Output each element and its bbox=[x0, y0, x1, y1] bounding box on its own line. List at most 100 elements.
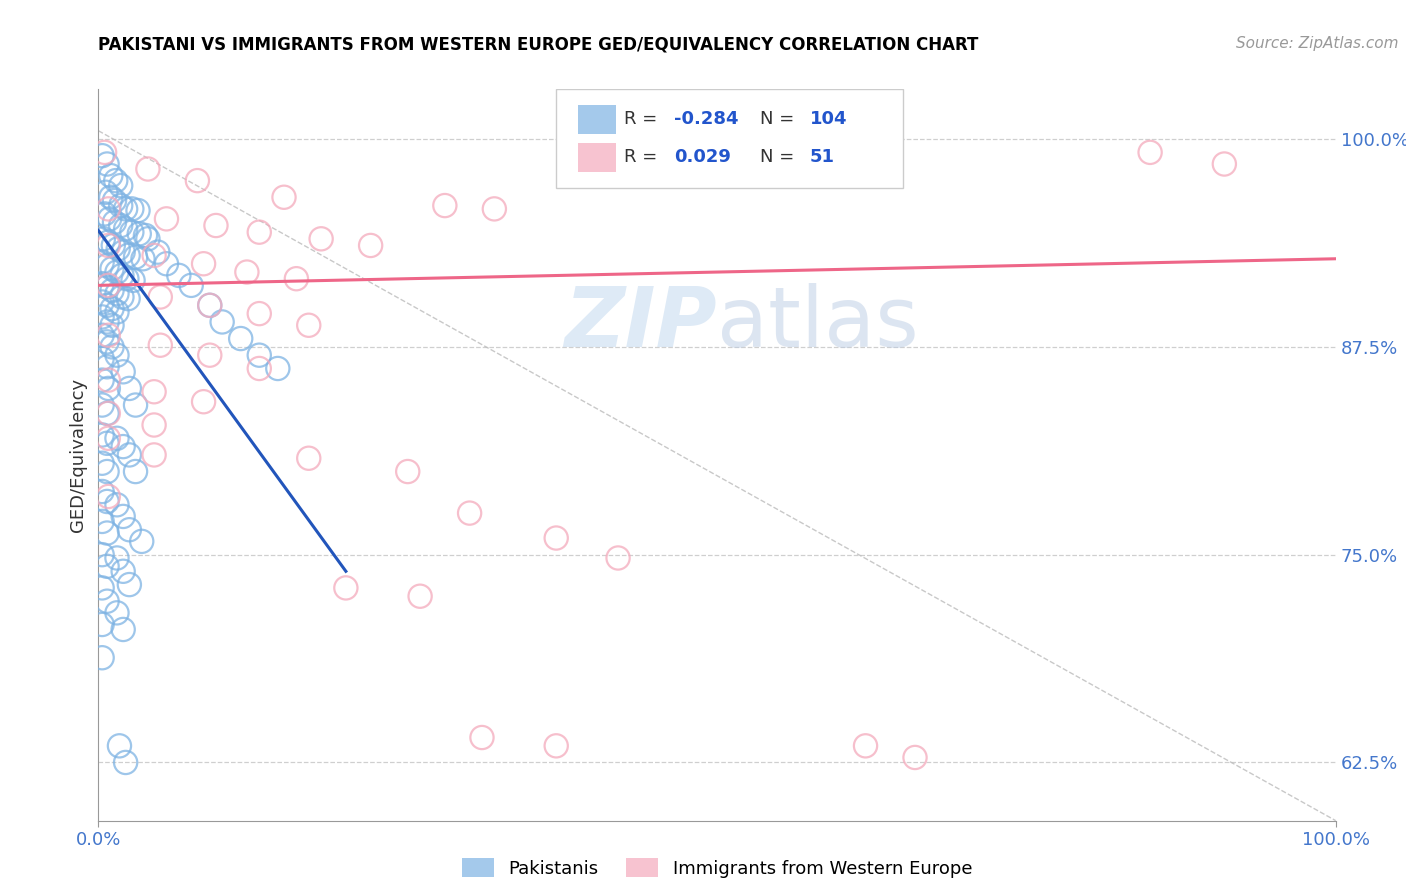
Point bbox=[91, 428, 114, 442]
Point bbox=[96, 526, 118, 541]
Point bbox=[122, 273, 145, 287]
Point bbox=[104, 173, 127, 188]
Text: N =: N = bbox=[761, 148, 800, 166]
Point bbox=[112, 564, 135, 578]
Point bbox=[186, 173, 208, 188]
Point bbox=[91, 295, 114, 310]
Point bbox=[91, 255, 114, 269]
Point bbox=[114, 222, 136, 236]
Point bbox=[101, 340, 124, 354]
Point bbox=[96, 280, 118, 294]
Point bbox=[97, 431, 120, 445]
Point bbox=[96, 334, 118, 349]
Point bbox=[127, 203, 149, 218]
Point bbox=[91, 328, 114, 343]
Point bbox=[458, 506, 481, 520]
Point bbox=[91, 515, 114, 529]
Point bbox=[396, 465, 419, 479]
Point bbox=[93, 145, 115, 160]
Point bbox=[267, 361, 290, 376]
Point bbox=[124, 250, 146, 264]
Point bbox=[115, 271, 138, 285]
Text: 0.029: 0.029 bbox=[673, 148, 731, 166]
Point bbox=[96, 157, 118, 171]
Point bbox=[91, 650, 114, 665]
Point bbox=[124, 465, 146, 479]
Text: R =: R = bbox=[624, 111, 664, 128]
Point bbox=[105, 348, 128, 362]
Text: ZIP: ZIP bbox=[564, 283, 717, 364]
Point bbox=[132, 252, 155, 266]
Point bbox=[97, 490, 120, 504]
Point bbox=[112, 509, 135, 524]
Point bbox=[103, 238, 125, 252]
Point bbox=[118, 381, 141, 395]
Point bbox=[546, 531, 568, 545]
Point bbox=[198, 298, 221, 312]
Point bbox=[96, 359, 118, 374]
Point bbox=[91, 581, 114, 595]
Point bbox=[136, 161, 159, 176]
Point bbox=[134, 228, 156, 243]
Point bbox=[101, 261, 124, 276]
Point bbox=[110, 178, 132, 193]
Point bbox=[285, 271, 308, 285]
Point bbox=[1139, 145, 1161, 160]
Point bbox=[247, 361, 270, 376]
Text: N =: N = bbox=[761, 111, 800, 128]
Point bbox=[110, 198, 132, 212]
Point bbox=[136, 232, 159, 246]
Point bbox=[1213, 157, 1236, 171]
Point bbox=[121, 225, 143, 239]
Point bbox=[121, 202, 143, 216]
Point bbox=[155, 211, 177, 226]
Point bbox=[247, 348, 270, 362]
Point bbox=[96, 494, 118, 508]
Point bbox=[211, 315, 233, 329]
Point bbox=[471, 731, 494, 745]
Point bbox=[98, 211, 121, 226]
Point bbox=[93, 232, 115, 246]
Point bbox=[96, 315, 118, 329]
Point bbox=[91, 373, 114, 387]
Point bbox=[298, 451, 321, 466]
Point bbox=[112, 245, 135, 260]
Point bbox=[96, 594, 118, 608]
Point bbox=[111, 268, 134, 283]
Point bbox=[97, 278, 120, 293]
Point bbox=[409, 589, 432, 603]
Point bbox=[193, 257, 215, 271]
Point bbox=[97, 381, 120, 395]
Point bbox=[128, 227, 150, 241]
Point bbox=[117, 292, 139, 306]
Text: R =: R = bbox=[624, 148, 664, 166]
Point bbox=[198, 348, 221, 362]
Point bbox=[91, 351, 114, 366]
Point bbox=[105, 431, 128, 445]
Point bbox=[100, 169, 122, 183]
Point bbox=[546, 739, 568, 753]
Point bbox=[143, 384, 166, 399]
Point bbox=[97, 328, 120, 343]
Point bbox=[607, 551, 630, 566]
Point bbox=[91, 484, 114, 499]
Point bbox=[112, 623, 135, 637]
Point bbox=[904, 750, 927, 764]
Bar bbox=[578, 143, 616, 172]
Point bbox=[112, 365, 135, 379]
Point bbox=[198, 298, 221, 312]
Point bbox=[205, 219, 228, 233]
Point bbox=[433, 198, 456, 212]
Point bbox=[229, 332, 252, 346]
Point bbox=[108, 739, 131, 753]
Point bbox=[100, 190, 122, 204]
Point bbox=[484, 202, 506, 216]
Point bbox=[96, 436, 118, 450]
Point bbox=[97, 238, 120, 252]
Point bbox=[335, 581, 357, 595]
Point bbox=[101, 301, 124, 316]
Text: 51: 51 bbox=[810, 148, 835, 166]
Point bbox=[114, 202, 136, 216]
Point bbox=[94, 186, 117, 200]
Point bbox=[105, 606, 128, 620]
